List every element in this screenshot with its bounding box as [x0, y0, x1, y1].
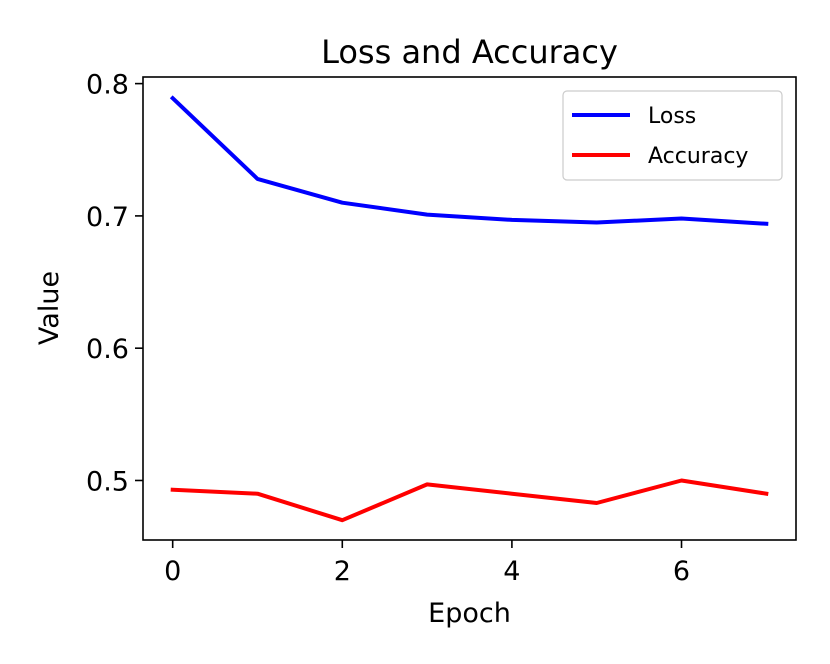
y-tick-label: 0.8 — [86, 70, 129, 101]
x-axis-label: Epoch — [428, 598, 511, 629]
legend-label-accuracy: Accuracy — [648, 144, 748, 169]
chart-title: Loss and Accuracy — [321, 33, 618, 71]
y-tick-label: 0.7 — [86, 202, 129, 233]
series-line-loss — [169, 95, 769, 226]
x-tick-label: 4 — [503, 556, 520, 587]
y-axis-label: Value — [34, 271, 65, 345]
series-line-accuracy — [170, 478, 769, 523]
axes-frame — [142, 76, 797, 541]
y-axis: 0.5 0.6 0.7 0.8 — [86, 70, 143, 497]
y-tick-label: 0.5 — [86, 466, 129, 497]
legend-label-loss: Loss — [648, 104, 696, 129]
plot-area — [169, 95, 769, 523]
x-tick-label: 2 — [334, 556, 351, 587]
x-axis: 0 2 4 6 — [164, 540, 690, 587]
x-tick-label: 6 — [673, 556, 690, 587]
x-tick-label: 0 — [164, 556, 181, 587]
y-tick-label: 0.6 — [86, 334, 129, 365]
legend: Loss Accuracy — [562, 90, 783, 181]
